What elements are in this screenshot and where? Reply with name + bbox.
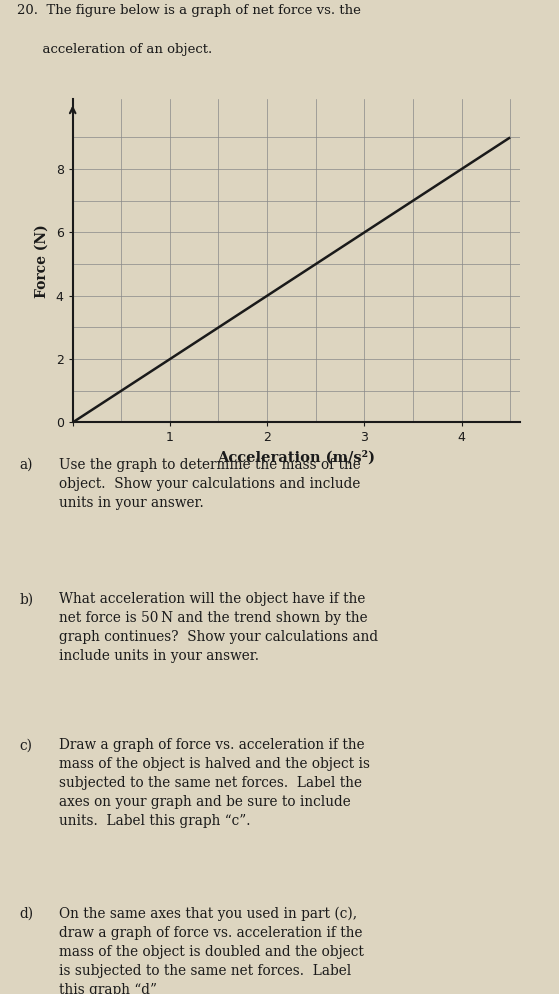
Text: c): c) [20,739,32,752]
Y-axis label: Force (N): Force (N) [35,224,49,298]
Text: a): a) [20,457,33,472]
Text: Draw a graph of force vs. acceleration if the
mass of the object is halved and t: Draw a graph of force vs. acceleration i… [59,739,369,828]
X-axis label: Acceleration (m/s²): Acceleration (m/s²) [217,450,375,464]
Text: Use the graph to determine the mass of the
object.  Show your calculations and i: Use the graph to determine the mass of t… [59,457,361,510]
Text: acceleration of an object.: acceleration of an object. [17,43,212,56]
Text: On the same axes that you used in part (c),
draw a graph of force vs. accelerati: On the same axes that you used in part (… [59,907,363,994]
Text: d): d) [20,907,34,921]
Text: What acceleration will the object have if the
net force is 50 N and the trend sh: What acceleration will the object have i… [59,592,378,663]
Text: b): b) [20,592,34,606]
Text: 20.  The figure below is a graph of net force vs. the: 20. The figure below is a graph of net f… [17,4,361,18]
